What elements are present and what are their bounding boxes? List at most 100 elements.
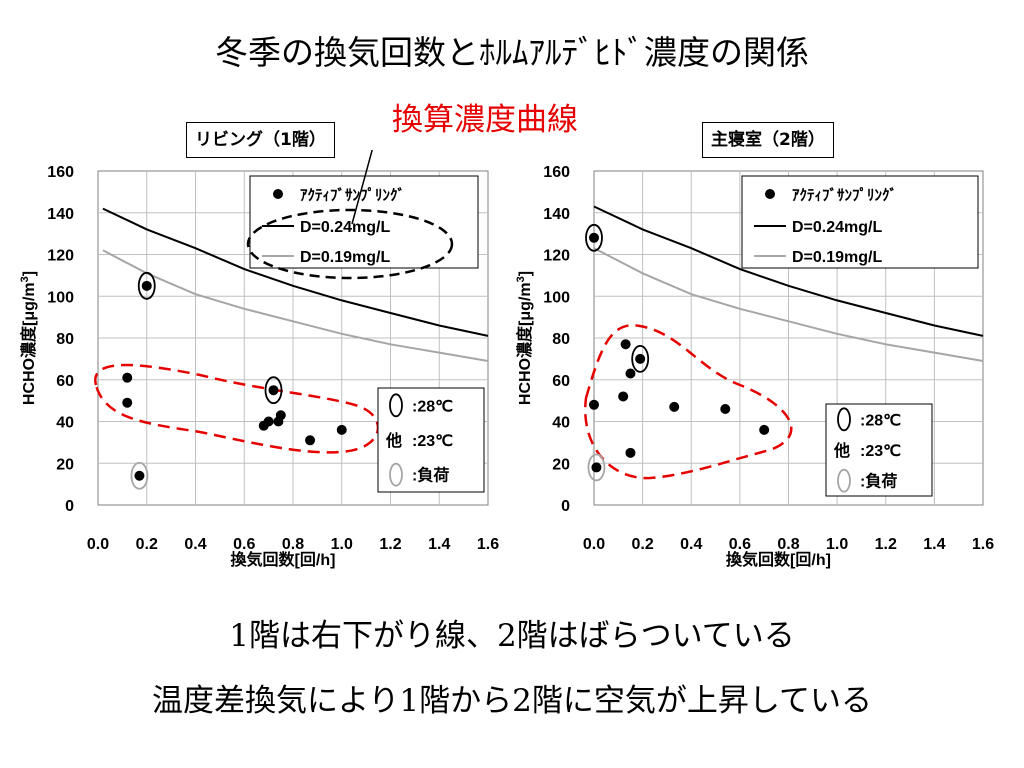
- data-point: [591, 462, 602, 473]
- y-tick-label: 40: [56, 415, 74, 432]
- data-point: [669, 401, 680, 412]
- data-point: [122, 397, 133, 408]
- data-point: [305, 435, 316, 446]
- y-tick-label: 0: [65, 498, 74, 515]
- ring-28c: [631, 344, 650, 373]
- temp-legend-ring-28c: [389, 393, 403, 418]
- data-point: [589, 399, 599, 410]
- y-tick-label: 160: [543, 164, 570, 181]
- curve-legend-highlight: [246, 208, 454, 280]
- data-point: [336, 424, 347, 435]
- x-tick-label: 1.2: [379, 536, 401, 553]
- temp-legend-other: 他: [385, 431, 402, 450]
- x-tick-label: 1.6: [477, 536, 499, 553]
- x-tick-label: 0.4: [680, 536, 702, 553]
- y-axis-label-end: ]: [517, 271, 534, 276]
- data-point: [122, 372, 133, 383]
- data-point: [620, 339, 631, 350]
- slide-title: 冬季の換気回数とﾎﾙﾑｱﾙﾃﾞﾋﾄﾞ濃度の関係: [215, 33, 809, 72]
- y-tick-label: 140: [47, 206, 74, 223]
- y-axis-label-superscript: 3: [19, 276, 31, 282]
- temp-legend-23c: :23℃: [412, 433, 453, 450]
- legend-point-symbol: [273, 189, 283, 199]
- charts-canvas: 0.0 0.2 0.4 0.6 0.8 1.0 1.2 1.4 1.6 0 20 40 60 80 100 1…: [19, 150, 994, 569]
- conclusion-line-2: 温度差換気により1階から2階に空気が上昇している: [152, 683, 872, 719]
- legend-box: [741, 175, 979, 269]
- x-tick-label: 0.4: [184, 536, 206, 553]
- data-point: [618, 391, 629, 402]
- y-tick-label: 140: [543, 206, 570, 223]
- y-axis-label-end: ]: [21, 271, 38, 276]
- temp-legend-ring-28c: [837, 407, 851, 432]
- legend-point-symbol: [765, 189, 775, 199]
- y-tick-label: 120: [543, 248, 570, 265]
- ring-load: [587, 453, 606, 482]
- legend-item-d019: D=0.19mg/L: [300, 249, 390, 266]
- legend-item-d024: D=0.24mg/L: [792, 219, 882, 236]
- y-tick-label: 80: [552, 331, 570, 348]
- callout-leader-line: [351, 150, 373, 225]
- x-tick-label: 1.0: [331, 536, 353, 553]
- y-tick-label: 20: [56, 456, 74, 473]
- y-tick-label: 80: [56, 331, 74, 348]
- y-tick-label: 40: [552, 415, 570, 432]
- y-tick-label: 0: [561, 498, 570, 515]
- legend-item-sampling: ｱｸﾃｨﾌﾞｻﾝﾌﾟﾘﾝｸﾞ: [792, 186, 897, 204]
- x-tick-label: 1.0: [826, 536, 848, 553]
- highlight-region: [583, 323, 793, 480]
- ring-load: [130, 461, 149, 490]
- curve-d-019: [102, 249, 489, 362]
- legend-item-sampling: ｱｸﾃｨﾌﾞｻﾝﾌﾟﾘﾝｸﾞ: [300, 186, 405, 204]
- chart-living: 0.0 0.2 0.4 0.6 0.8 1.0 1.2 1.4 1.6 0 20 40 60 80 100 1…: [19, 164, 499, 569]
- curve-d-024: [102, 207, 489, 337]
- temp-legend-28c: :28℃: [860, 412, 901, 429]
- y-tick-label: 100: [47, 289, 74, 306]
- y-tick-label: 100: [543, 289, 570, 306]
- x-tick-label: 1.2: [875, 536, 897, 553]
- x-tick-label: 0.2: [136, 536, 158, 553]
- data-point: [134, 470, 145, 481]
- y-tick-label: 60: [56, 373, 74, 390]
- x-axis-label: 換気回数[回/h]: [726, 550, 831, 569]
- x-tick-label: 0.6: [729, 536, 751, 553]
- ring-28c: [264, 376, 283, 405]
- legend-item-d024: D=0.24mg/L: [300, 219, 390, 236]
- temp-legend-box: [825, 403, 933, 497]
- temp-legend-23c: :23℃: [860, 443, 901, 460]
- ring-28c: [137, 271, 156, 300]
- temp-legend-28c: :28℃: [412, 398, 453, 415]
- x-tick-label: 0.8: [282, 536, 304, 553]
- conversion-curve-callout: 換算濃度曲線: [392, 102, 578, 138]
- data-point: [275, 410, 286, 421]
- ring-28c: [585, 223, 603, 252]
- temp-legend-load: :負荷: [412, 466, 449, 485]
- x-tick-label: 1.4: [428, 536, 450, 553]
- temp-legend-box: [377, 387, 485, 493]
- x-tick-label: 0.6: [233, 536, 255, 553]
- y-axis-label-superscript: 3: [515, 276, 527, 282]
- x-tick-label: 0.2: [632, 536, 654, 553]
- data-point: [635, 353, 646, 364]
- data-point: [720, 403, 731, 414]
- curve-d-019: [593, 247, 984, 362]
- data-point: [625, 447, 636, 458]
- x-tick-label: 0.0: [87, 536, 109, 553]
- data-point: [625, 368, 636, 379]
- legend-box: [249, 175, 479, 269]
- data-point: [141, 280, 152, 291]
- temp-legend-ring-load: [389, 462, 403, 487]
- temp-legend-load: :負荷: [860, 472, 897, 491]
- temp-legend-other: 他: [833, 441, 850, 460]
- y-tick-label: 160: [47, 164, 74, 181]
- conclusion-line-1: 1階は右下がり線、2階はばらついている: [229, 618, 795, 654]
- temp-legend-ring-load: [837, 468, 851, 493]
- y-axis-label: HCHO濃度[μg/m3]: [19, 271, 38, 405]
- y-tick-label: 60: [552, 373, 570, 390]
- x-axis-label: 換気回数[回/h]: [231, 550, 336, 569]
- data-point: [263, 416, 274, 427]
- curve-d-024: [593, 205, 984, 337]
- x-tick-label: 0.0: [583, 536, 605, 553]
- x-tick-label: 1.4: [923, 536, 945, 553]
- x-tick-label: 1.6: [972, 536, 994, 553]
- x-tick-label: 0.8: [777, 536, 799, 553]
